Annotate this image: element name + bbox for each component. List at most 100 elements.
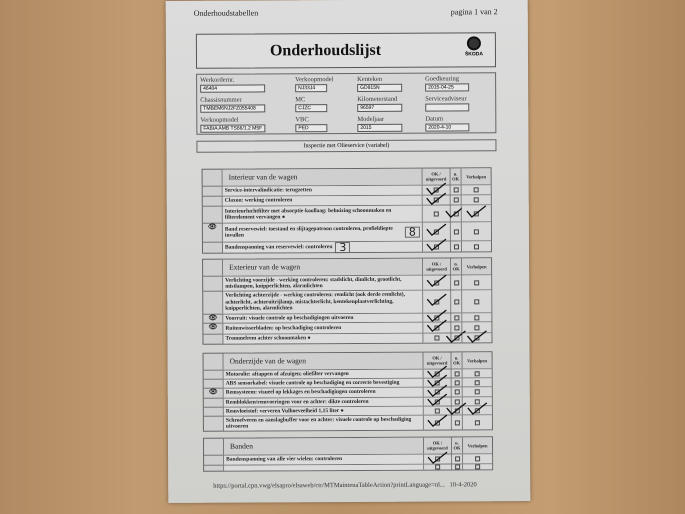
row-text-cell: Claxon: werking controleren <box>222 195 423 206</box>
checkbox-nok[interactable] <box>451 275 463 290</box>
checkbox-ok[interactable] <box>424 451 453 464</box>
checkbox-square <box>453 298 459 304</box>
icon-column <box>203 438 225 455</box>
checkbox-ok[interactable] <box>423 414 452 430</box>
checkbox-nok[interactable] <box>451 387 463 397</box>
checkbox-fixed[interactable] <box>462 329 492 343</box>
checkbox-ok[interactable] <box>423 309 452 323</box>
logo-text: ŠKODA <box>464 51 484 58</box>
checkbox-ok[interactable] <box>423 384 452 397</box>
checkbox-nok[interactable] <box>450 185 462 195</box>
checkbox-ok[interactable] <box>423 374 452 388</box>
checkbox-square <box>474 314 480 320</box>
eye-icon <box>203 276 224 291</box>
checklist-row: Interieurluchtfilter met absorptie-kooll… <box>202 204 491 223</box>
field-label: Serviceadviseur <box>425 95 467 103</box>
checkbox-square <box>473 187 479 193</box>
checkbox-fixed[interactable] <box>463 464 493 470</box>
checkbox-ok[interactable] <box>423 365 452 379</box>
checklist-row: Motorolie: aftappen of afzuigen; oliefil… <box>203 365 492 379</box>
checkbox-square <box>474 389 480 395</box>
checkbox-nok[interactable] <box>451 415 463 430</box>
checkbox-nok[interactable] <box>451 313 463 322</box>
eye-icon <box>204 455 225 465</box>
footer: https://portal.cpn.vwg/elsapro/elsaweb/c… <box>213 481 477 489</box>
checkbox-square <box>453 243 459 249</box>
checkbox-nok[interactable] <box>445 205 466 222</box>
col-fixed: Verholpen <box>462 437 493 454</box>
checkbox-square <box>473 197 479 203</box>
handwritten-value[interactable]: 3 <box>335 241 351 254</box>
field-value: FABIA AMB TS66/1.2 M5F <box>200 124 266 133</box>
checkbox-fixed[interactable] <box>461 195 491 205</box>
checklist-row: Verlichting voorzijde - werking controle… <box>203 274 492 291</box>
col-fixed: Verholpen <box>462 258 492 275</box>
section-title: Interieur van de wagen <box>222 168 423 186</box>
checkbox-square <box>473 243 479 249</box>
row-text: Schroefveren en aanslagbuffer voor en ac… <box>225 416 412 430</box>
row-text: Remsysteem: visueel op lekkages en besch… <box>225 389 376 396</box>
checkbox-nok[interactable] <box>450 195 462 205</box>
checkbox-nok[interactable] <box>451 369 463 378</box>
checkbox-fixed[interactable] <box>462 415 492 430</box>
col-nok: n. OK <box>450 168 462 185</box>
checkbox-ok[interactable] <box>422 238 452 252</box>
vehicle-info: Werkordernr. 46404 Verkoopmodel NJ33J4 Kente… <box>196 72 497 135</box>
checkbox-ok[interactable] <box>423 393 452 407</box>
checkbox-ok[interactable] <box>422 182 451 195</box>
checkbox-fixed[interactable] <box>462 378 492 387</box>
checkbox-ok[interactable] <box>423 290 452 313</box>
checkbox-fixed[interactable] <box>462 387 492 397</box>
checkbox-fixed[interactable] <box>461 222 491 241</box>
eye-icon <box>203 407 224 416</box>
col-ok: OK / uitgevoerd <box>423 258 452 275</box>
checkbox-nok[interactable] <box>451 378 463 387</box>
checkbox-ok[interactable] <box>423 274 452 290</box>
handwritten-checkmark-icon <box>425 238 446 252</box>
col-fixed: Verholpen <box>461 168 491 185</box>
checklist-row: Schroefveren en aanslagbuffer voor en ac… <box>203 414 492 431</box>
handwritten-checkmark-icon <box>426 414 447 428</box>
checkbox-ok[interactable] <box>423 319 452 333</box>
handwritten-checkmark-icon <box>425 192 446 205</box>
checkbox-fixed[interactable] <box>461 185 491 195</box>
row-text-cell: Trommelrem achter schoonmaken ● <box>223 333 424 344</box>
handwritten-value[interactable]: 8 <box>404 225 420 238</box>
checkbox-fixed[interactable] <box>461 241 492 252</box>
checkbox-nok[interactable] <box>452 464 464 470</box>
row-text: Bandenspanning van reservewiel: controle… <box>224 243 333 251</box>
checkbox-nok[interactable] <box>452 454 464 464</box>
checkbox-ok[interactable] <box>424 464 453 470</box>
row-text: Ruitenwisserbladen: op beschadiging cont… <box>225 324 342 332</box>
checkbox-nok[interactable] <box>451 290 463 313</box>
field-label: Kenteken <box>357 75 383 83</box>
row-text-cell: ABS sensorkabel: visuele controle op bes… <box>223 378 424 388</box>
checkbox-nok[interactable] <box>445 329 466 343</box>
checkbox-ok[interactable] <box>422 222 451 241</box>
checkbox-nok[interactable] <box>446 402 467 415</box>
row-text: Verlichting voorzijde - werking controle… <box>225 276 402 290</box>
checkbox-fixed[interactable] <box>462 275 492 290</box>
checkbox-fixed[interactable] <box>462 369 492 378</box>
checkbox-fixed[interactable] <box>463 454 493 464</box>
checkbox-nok[interactable] <box>450 222 462 241</box>
field-label: Datum <box>425 115 444 123</box>
checkbox-fixed[interactable] <box>461 205 491 222</box>
field-value: 2015 <box>357 123 403 132</box>
checkbox-square <box>453 187 459 193</box>
checklist-row: Verlichting achterzijde - werking contro… <box>203 289 492 314</box>
document-page: Onderhoudstabellen pagina 1 van 2 Onderh… <box>165 0 531 503</box>
row-text: ABS sensorkabel: visuele controle op bes… <box>225 379 400 387</box>
field-label: Goedkeuring <box>425 75 460 83</box>
checkbox-fixed[interactable] <box>462 402 492 415</box>
eye-icon <box>203 398 224 407</box>
row-text-cell: Remblokken/remvoeringen voor en achter: … <box>223 397 424 407</box>
inspection-type: Inspectie met Olieservice (variabel) <box>196 139 497 153</box>
checkbox-fixed[interactable] <box>462 313 492 322</box>
eye-icon <box>203 334 224 344</box>
checkbox-ok[interactable] <box>422 192 451 205</box>
checkbox-fixed[interactable] <box>462 290 492 313</box>
row-text: Verlichting achterzijde - werking contro… <box>225 291 406 312</box>
checklist-row: 👁 Remsysteem: visueel op lekkages en besc… <box>203 384 492 398</box>
checkbox-nok[interactable] <box>450 241 463 252</box>
